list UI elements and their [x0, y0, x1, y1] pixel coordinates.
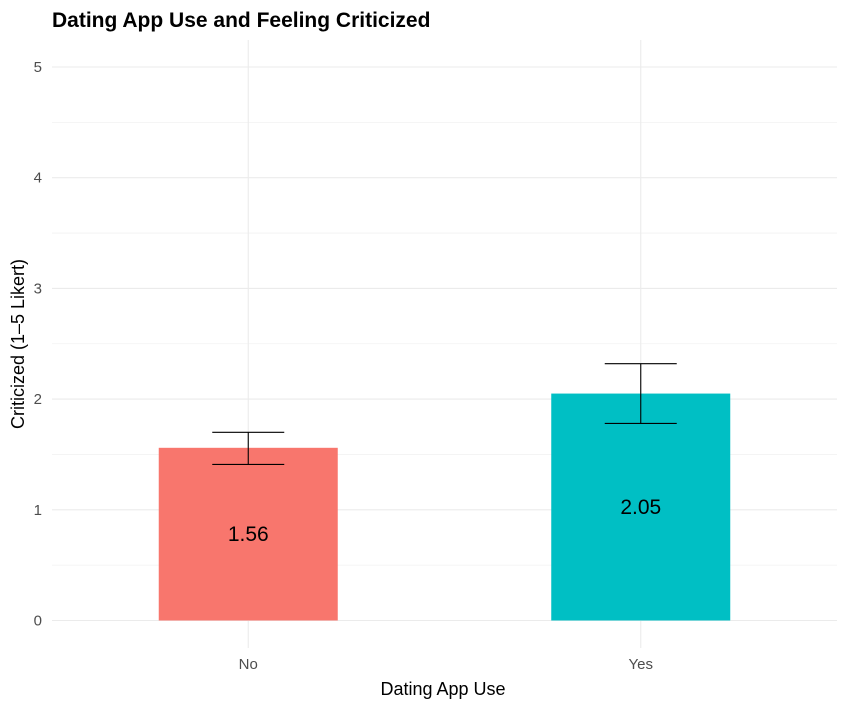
error-bar-no — [212, 431, 285, 465]
y-tick-label: 0 — [34, 613, 42, 630]
data-labels: 1.56 2.05 — [228, 496, 661, 546]
y-tick-label: 1 — [34, 502, 42, 519]
bar-yes — [551, 393, 731, 621]
error-bars — [212, 363, 677, 465]
error-bar-yes — [604, 363, 677, 425]
bars — [158, 393, 731, 621]
y-axis-title: Criticized (1–5 Likert) — [8, 259, 28, 429]
y-axis-ticks: 0 1 2 3 4 5 — [34, 59, 42, 630]
x-axis-title: Dating App Use — [380, 679, 505, 699]
y-tick-label: 4 — [34, 170, 42, 187]
y-tick-label: 5 — [34, 59, 42, 76]
data-label-no: 1.56 — [228, 523, 269, 546]
data-label-yes: 2.05 — [620, 496, 661, 519]
y-tick-label: 3 — [34, 280, 42, 297]
x-tick-label-yes: Yes — [629, 656, 653, 673]
y-tick-label: 2 — [34, 391, 42, 408]
x-tick-label-no: No — [239, 656, 258, 673]
x-axis-ticks: No Yes — [239, 656, 653, 673]
chart-title: Dating App Use and Feeling Criticized — [52, 9, 430, 32]
bar-no — [158, 447, 338, 621]
